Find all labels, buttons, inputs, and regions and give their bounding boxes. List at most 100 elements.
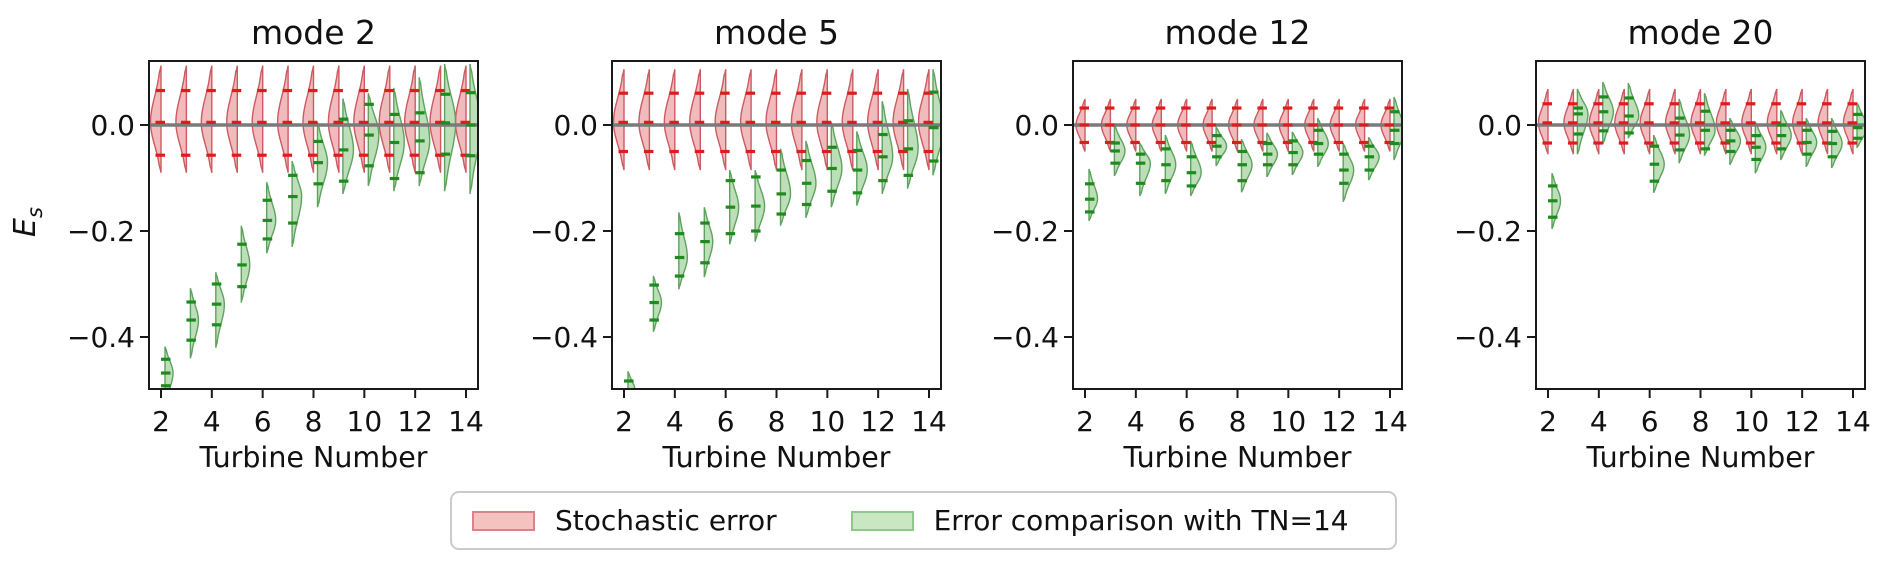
violin-error-comparison xyxy=(469,63,478,195)
violin-stochastic-error xyxy=(663,69,676,171)
x-tick-label: 14 xyxy=(1835,405,1871,438)
x-tick-label: 10 xyxy=(810,405,846,438)
violin-error-comparison xyxy=(1678,98,1691,164)
red-swatch-icon xyxy=(472,510,535,531)
x-tick-label: 2 xyxy=(1076,405,1094,438)
legend-label: Error comparison with TN=14 xyxy=(933,504,1349,537)
violin-stochastic-error xyxy=(327,65,340,173)
y-axis-label-sub: s xyxy=(23,207,47,218)
x-tick-label: 14 xyxy=(1372,405,1408,438)
x-tick-label: 14 xyxy=(911,405,947,438)
x-tick-label: 8 xyxy=(305,405,323,438)
x-tick-label: 6 xyxy=(717,405,735,438)
y-tick-label: −0.2 xyxy=(991,215,1059,248)
violin-stochastic-error xyxy=(404,65,416,173)
y-tick-label: 0.0 xyxy=(1014,109,1059,142)
violin-stochastic-error xyxy=(200,65,213,173)
x-tick-label: 4 xyxy=(1127,405,1145,438)
violin-stochastic-error xyxy=(302,65,315,173)
x-tick-label: 10 xyxy=(1734,405,1770,438)
violin-error-comparison xyxy=(906,88,919,189)
subplot-title: mode 20 xyxy=(1627,13,1773,52)
violin-stochastic-error xyxy=(251,65,264,173)
green-swatch-icon xyxy=(850,510,914,531)
x-axis-label: Turbine Number xyxy=(1585,441,1814,474)
violin-stochastic-error xyxy=(276,65,289,173)
x-tick-label: 2 xyxy=(615,405,633,438)
violin-error-comparison xyxy=(189,288,200,359)
x-axis-label: Turbine Number xyxy=(1122,441,1351,474)
violin-stochastic-error xyxy=(867,69,879,171)
violin-stochastic-error xyxy=(689,69,701,171)
y-tick-label: −0.2 xyxy=(530,215,598,248)
x-tick-label: 2 xyxy=(1539,405,1557,438)
violin-stochastic-error xyxy=(841,69,854,171)
y-tick-label: −0.4 xyxy=(530,321,598,354)
x-tick-label: 12 xyxy=(397,405,433,438)
y-tick-label: 0.0 xyxy=(90,109,135,142)
subplot-title: mode 5 xyxy=(714,13,839,52)
violin-stochastic-error xyxy=(714,69,727,171)
x-tick-label: 8 xyxy=(768,405,786,438)
violin-stochastic-error xyxy=(429,65,442,173)
violin-stochastic-error xyxy=(149,65,162,173)
violin-stochastic-error xyxy=(378,65,391,173)
x-tick-label: 6 xyxy=(1641,405,1659,438)
x-tick-label: 14 xyxy=(448,405,484,438)
violin-error-comparison xyxy=(1139,142,1151,197)
violin-error-comparison xyxy=(1576,88,1589,155)
violin-stochastic-error xyxy=(917,69,930,171)
violin-stochastic-error xyxy=(765,69,778,171)
violin-error-comparison xyxy=(805,140,817,218)
subplot-title: mode 2 xyxy=(251,13,376,52)
violin-stochastic-error xyxy=(175,65,188,173)
violin-stochastic-error xyxy=(892,69,905,171)
y-tick-label: 0.0 xyxy=(553,109,598,142)
legend-item-stochastic-error: Stochastic error xyxy=(452,504,777,537)
violin-stochastic-error xyxy=(226,65,238,173)
y-tick-label: −0.4 xyxy=(67,321,135,354)
violin-error-comparison xyxy=(1367,136,1380,181)
y-tick-label: 0.0 xyxy=(1477,109,1522,142)
x-tick-label: 10 xyxy=(1271,405,1307,438)
x-tick-label: 4 xyxy=(666,405,684,438)
x-tick-label: 4 xyxy=(1590,405,1608,438)
violin-stochastic-error xyxy=(790,69,803,171)
violin-error-comparison xyxy=(1342,142,1355,203)
violin-stochastic-error xyxy=(816,69,828,171)
violin-error-comparison xyxy=(1088,168,1099,222)
x-axis-label: Turbine Number xyxy=(661,441,890,474)
violin-error-comparison xyxy=(367,93,380,187)
violin-error-comparison xyxy=(443,63,457,192)
x-tick-label: 12 xyxy=(860,405,896,438)
violin-stochastic-error xyxy=(353,65,365,173)
violin-error-comparison xyxy=(266,182,277,254)
x-tick-label: 8 xyxy=(1229,405,1247,438)
violin-error-comparison xyxy=(1627,82,1640,139)
x-tick-label: 6 xyxy=(254,405,272,438)
x-tick-label: 12 xyxy=(1784,405,1820,438)
y-axis-label-base: E xyxy=(8,218,43,237)
legend-label: Stochastic error xyxy=(555,504,777,537)
y-axis-label: Es xyxy=(8,182,47,262)
subplot-title: mode 12 xyxy=(1164,13,1310,52)
violin-error-comparison xyxy=(316,122,329,208)
y-tick-label: −0.4 xyxy=(1454,321,1522,354)
violin-error-comparison xyxy=(1190,140,1202,197)
violin-error-comparison xyxy=(393,87,405,192)
x-tick-label: 10 xyxy=(347,405,383,438)
violin-error-comparison xyxy=(164,346,174,389)
x-tick-label: 8 xyxy=(1692,405,1710,438)
violin-stochastic-error xyxy=(739,69,752,171)
violin-stochastic-error xyxy=(612,69,625,171)
violin-stochastic-error xyxy=(638,69,651,171)
y-tick-label: −0.2 xyxy=(1454,215,1522,248)
violin-error-comparison xyxy=(830,122,843,208)
x-tick-label: 4 xyxy=(203,405,221,438)
legend: Stochastic error Error comparison with T… xyxy=(450,491,1397,550)
y-tick-label: −0.4 xyxy=(991,321,1059,354)
y-tick-label: −0.2 xyxy=(67,215,135,248)
violin-error-comparison xyxy=(932,69,941,176)
